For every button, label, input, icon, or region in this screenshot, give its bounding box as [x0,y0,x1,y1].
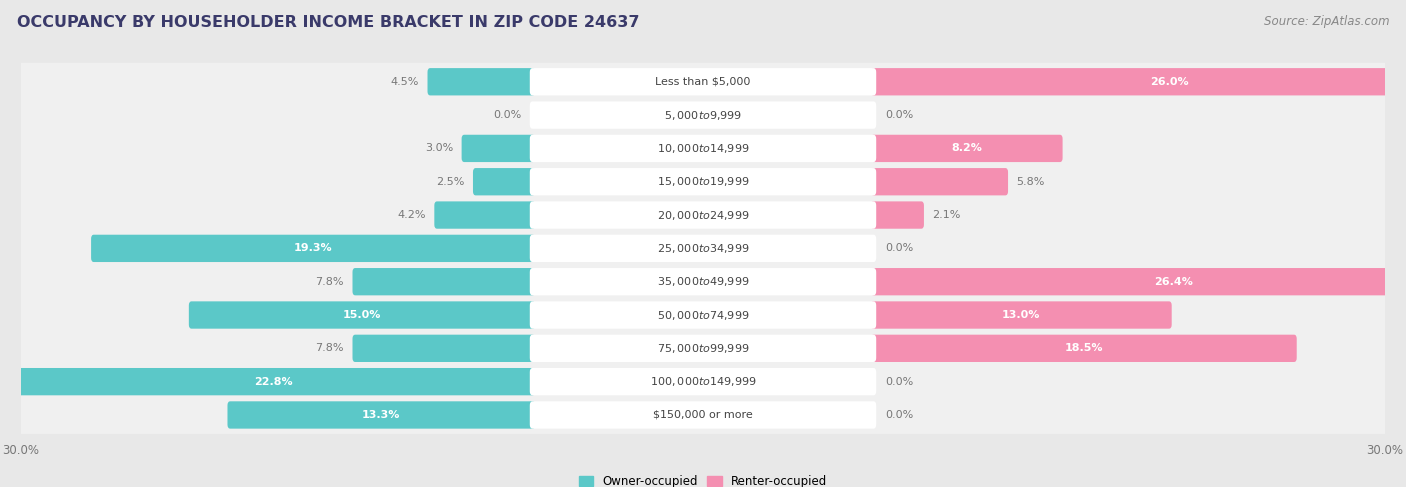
FancyBboxPatch shape [353,335,536,362]
Text: Less than $5,000: Less than $5,000 [655,77,751,87]
FancyBboxPatch shape [11,229,1395,267]
Text: $150,000 or more: $150,000 or more [654,410,752,420]
FancyBboxPatch shape [530,401,876,429]
FancyBboxPatch shape [530,101,876,129]
FancyBboxPatch shape [11,63,1395,101]
Text: $15,000 to $19,999: $15,000 to $19,999 [657,175,749,188]
Legend: Owner-occupied, Renter-occupied: Owner-occupied, Renter-occupied [574,471,832,487]
FancyBboxPatch shape [11,396,1395,434]
Text: 19.3%: 19.3% [294,244,332,253]
FancyBboxPatch shape [11,368,536,395]
FancyBboxPatch shape [11,196,1395,234]
FancyBboxPatch shape [434,202,536,229]
Text: $50,000 to $74,999: $50,000 to $74,999 [657,308,749,321]
Text: 22.8%: 22.8% [254,376,292,387]
FancyBboxPatch shape [870,335,1296,362]
FancyBboxPatch shape [530,202,876,229]
FancyBboxPatch shape [870,68,1406,95]
Text: Source: ZipAtlas.com: Source: ZipAtlas.com [1264,15,1389,28]
FancyBboxPatch shape [530,301,876,329]
FancyBboxPatch shape [427,68,536,95]
Text: 3.0%: 3.0% [425,143,453,153]
Text: $75,000 to $99,999: $75,000 to $99,999 [657,342,749,355]
FancyBboxPatch shape [11,296,1395,334]
FancyBboxPatch shape [11,130,1395,168]
Text: 8.2%: 8.2% [952,143,983,153]
Text: 7.8%: 7.8% [315,343,344,354]
Text: 4.5%: 4.5% [391,77,419,87]
FancyBboxPatch shape [530,168,876,195]
FancyBboxPatch shape [870,202,924,229]
FancyBboxPatch shape [11,262,1395,300]
FancyBboxPatch shape [91,235,536,262]
FancyBboxPatch shape [11,329,1395,367]
Text: OCCUPANCY BY HOUSEHOLDER INCOME BRACKET IN ZIP CODE 24637: OCCUPANCY BY HOUSEHOLDER INCOME BRACKET … [17,15,640,30]
Text: 0.0%: 0.0% [884,410,912,420]
Text: $5,000 to $9,999: $5,000 to $9,999 [664,109,742,122]
FancyBboxPatch shape [870,168,1008,195]
FancyBboxPatch shape [472,168,536,195]
FancyBboxPatch shape [530,335,876,362]
Text: 13.3%: 13.3% [363,410,401,420]
Text: 26.4%: 26.4% [1154,277,1192,287]
FancyBboxPatch shape [228,401,536,429]
FancyBboxPatch shape [530,235,876,262]
Text: $20,000 to $24,999: $20,000 to $24,999 [657,208,749,222]
FancyBboxPatch shape [870,301,1171,329]
FancyBboxPatch shape [870,135,1063,162]
Text: $35,000 to $49,999: $35,000 to $49,999 [657,275,749,288]
FancyBboxPatch shape [188,301,536,329]
FancyBboxPatch shape [461,135,536,162]
FancyBboxPatch shape [11,363,1395,401]
FancyBboxPatch shape [530,268,876,295]
Text: 13.0%: 13.0% [1002,310,1040,320]
Text: $25,000 to $34,999: $25,000 to $34,999 [657,242,749,255]
FancyBboxPatch shape [530,368,876,395]
Text: 5.8%: 5.8% [1017,177,1045,187]
Text: 2.1%: 2.1% [932,210,960,220]
Text: 15.0%: 15.0% [343,310,381,320]
Text: $10,000 to $14,999: $10,000 to $14,999 [657,142,749,155]
FancyBboxPatch shape [353,268,536,295]
Text: 4.2%: 4.2% [396,210,426,220]
Text: 2.5%: 2.5% [436,177,464,187]
Text: 7.8%: 7.8% [315,277,344,287]
Text: 18.5%: 18.5% [1064,343,1102,354]
FancyBboxPatch shape [530,68,876,95]
Text: 0.0%: 0.0% [884,376,912,387]
FancyBboxPatch shape [870,268,1406,295]
Text: 26.0%: 26.0% [1150,77,1188,87]
Text: 0.0%: 0.0% [494,110,522,120]
Text: 0.0%: 0.0% [884,244,912,253]
FancyBboxPatch shape [11,163,1395,201]
FancyBboxPatch shape [11,96,1395,134]
Text: 0.0%: 0.0% [884,110,912,120]
Text: $100,000 to $149,999: $100,000 to $149,999 [650,375,756,388]
FancyBboxPatch shape [530,135,876,162]
